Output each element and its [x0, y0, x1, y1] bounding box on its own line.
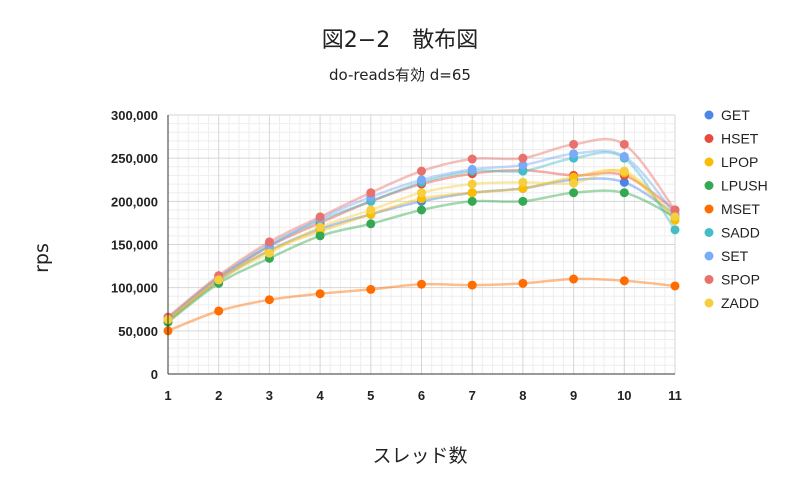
- point-set: [518, 160, 528, 170]
- legend: GET HSET LPOP LPUSH MSET SADD SET SPOP ZADD: [704, 107, 768, 311]
- point-mset: [569, 274, 579, 284]
- x-tick-label: 5: [367, 388, 374, 403]
- point-zadd: [467, 179, 477, 189]
- point-lpush: [366, 219, 376, 229]
- chart-title: 図2−2 散布図: [322, 28, 478, 53]
- legend-label: SADD: [721, 225, 760, 241]
- y-tick-label: 200,000: [111, 194, 158, 209]
- grid: [168, 114, 676, 374]
- legend-marker: [704, 181, 714, 190]
- point-zadd: [670, 212, 680, 222]
- point-zadd: [569, 178, 579, 188]
- y-tick-label: 0: [151, 367, 158, 382]
- point-get: [619, 177, 629, 187]
- point-mset: [264, 295, 274, 305]
- legend-marker: [704, 134, 714, 143]
- point-mset: [366, 284, 376, 294]
- y-axis-label: rps: [31, 243, 53, 273]
- legend-item-zadd: ZADD: [704, 295, 759, 311]
- legend-label: ZADD: [721, 295, 759, 311]
- point-lpush: [518, 196, 528, 206]
- point-zadd: [619, 166, 629, 176]
- point-zadd: [315, 222, 325, 232]
- x-tick-label: 4: [316, 388, 324, 403]
- legend-label: SPOP: [721, 272, 760, 288]
- x-axis-label: スレッド数: [372, 445, 467, 467]
- legend-item-lpush: LPUSH: [704, 178, 768, 194]
- x-tick-label: 7: [469, 388, 476, 403]
- point-lpush: [467, 196, 477, 206]
- legend-marker: [704, 251, 714, 261]
- point-zadd: [214, 275, 224, 285]
- legend-item-set: SET: [704, 248, 749, 264]
- legend-item-spop: SPOP: [704, 272, 760, 288]
- point-spop: [264, 237, 274, 247]
- chart-subtitle: do-reads有効 d=65: [329, 66, 471, 84]
- point-set: [467, 164, 477, 174]
- point-zadd: [264, 248, 274, 258]
- y-tick-label: 300,000: [111, 108, 158, 123]
- x-tick-label: 9: [570, 388, 577, 403]
- point-mset: [518, 278, 528, 288]
- point-lpush: [417, 205, 426, 215]
- point-mset: [214, 306, 224, 316]
- point-spop: [315, 212, 325, 222]
- x-tick-label: 11: [668, 388, 682, 403]
- x-tick-label: 10: [617, 388, 631, 403]
- legend-label: GET: [721, 107, 750, 123]
- point-set: [619, 151, 629, 161]
- point-lpop: [467, 188, 477, 198]
- legend-label: LPOP: [721, 154, 758, 170]
- x-tick-label: 3: [266, 388, 273, 403]
- point-set: [569, 149, 579, 159]
- x-tick-label: 1: [164, 388, 171, 403]
- point-sadd: [670, 225, 680, 235]
- axes: [167, 115, 675, 375]
- point-spop: [518, 153, 528, 163]
- x-tick-label: 6: [418, 388, 425, 403]
- point-mset: [670, 281, 680, 291]
- x-tick-label: 8: [519, 388, 526, 403]
- data-points: [163, 139, 680, 336]
- point-zadd: [518, 177, 528, 187]
- y-tick-label: 250,000: [111, 151, 158, 166]
- legend-marker: [704, 228, 714, 237]
- point-spop: [670, 205, 680, 215]
- point-mset: [417, 279, 426, 289]
- legend-marker: [704, 275, 714, 284]
- legend-item-lpop: LPOP: [704, 154, 758, 170]
- tick-labels: 0 50,000 100,000 150,000 200,000 250,000 300,0…: [111, 108, 682, 403]
- point-lpush: [315, 231, 325, 241]
- legend-label: MSET: [721, 201, 760, 217]
- point-lpush: [569, 188, 579, 198]
- point-zadd: [366, 205, 376, 215]
- y-tick-label: 50,000: [118, 324, 158, 339]
- point-spop: [417, 166, 426, 176]
- x-tick-label: 2: [215, 388, 222, 403]
- legend-marker: [704, 204, 714, 214]
- point-mset: [619, 276, 629, 286]
- y-tick-label: 100,000: [111, 281, 158, 296]
- point-spop: [569, 139, 579, 149]
- legend-item-sadd: SADD: [704, 225, 760, 241]
- legend-label: HSET: [721, 131, 759, 147]
- point-spop: [619, 139, 629, 149]
- point-mset: [467, 280, 477, 290]
- y-tick-label: 150,000: [111, 238, 158, 253]
- legend-marker: [704, 298, 714, 308]
- point-spop: [366, 188, 376, 198]
- point-mset: [315, 289, 325, 299]
- legend-marker: [704, 157, 714, 167]
- legend-item-hset: HSET: [704, 131, 759, 147]
- legend-label: SET: [721, 248, 749, 264]
- point-set: [417, 175, 426, 185]
- point-spop: [467, 154, 477, 164]
- point-zadd: [417, 188, 426, 198]
- legend-marker: [704, 110, 714, 120]
- point-lpush: [619, 188, 629, 198]
- legend-label: LPUSH: [721, 178, 768, 194]
- legend-item-mset: MSET: [704, 201, 760, 217]
- legend-item-get: GET: [704, 107, 750, 123]
